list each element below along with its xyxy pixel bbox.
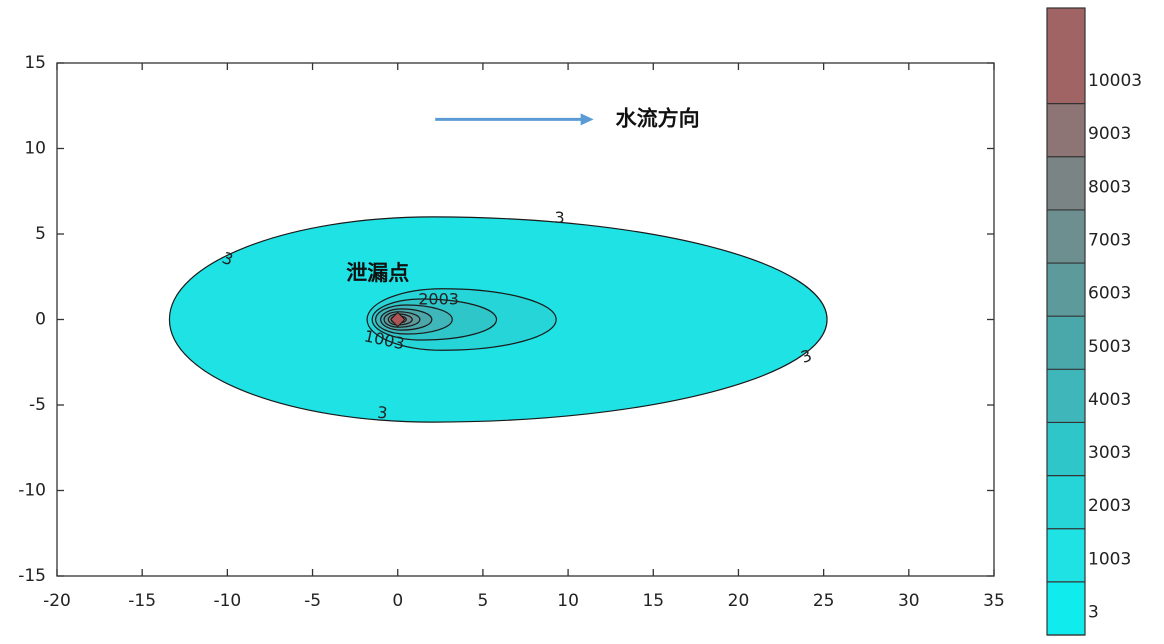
colorbar-label: 3003 bbox=[1088, 443, 1131, 463]
colorbar-label: 7003 bbox=[1088, 230, 1131, 250]
x-tick-label: 30 bbox=[898, 591, 920, 611]
x-tick-label: 15 bbox=[642, 591, 664, 611]
leak-point-label: 泄漏点 bbox=[346, 261, 409, 285]
contour-label-3-bottom: 3 bbox=[377, 403, 389, 423]
colorbar-label: 5003 bbox=[1088, 337, 1131, 357]
x-tick-label: 35 bbox=[983, 591, 1005, 611]
colorbar-segment bbox=[1047, 263, 1085, 317]
x-tick-label: 20 bbox=[728, 591, 750, 611]
colorbar-segment bbox=[1047, 316, 1085, 370]
colorbar-segment bbox=[1047, 209, 1085, 264]
colorbar: 3 1003 2003 3003 4003 5003 6003 7003 8003 9003 100… bbox=[1046, 7, 1142, 636]
colorbar-label: 1003 bbox=[1088, 549, 1131, 569]
y-tick-label: -5 bbox=[29, 395, 46, 415]
colorbar-label: 2003 bbox=[1088, 496, 1131, 516]
x-tick-label: 25 bbox=[813, 591, 835, 611]
y-tick-label: 15 bbox=[24, 53, 46, 73]
colorbar-label: 10003 bbox=[1088, 71, 1142, 91]
x-ticks: -20 -15 -10 -5 0 5 10 15 20 25 30 35 bbox=[43, 63, 1005, 611]
y-ticks: 15 10 5 0 -5 -10 -15 bbox=[18, 53, 994, 586]
flow-arrow-head bbox=[580, 113, 594, 126]
colorbar-segment bbox=[1047, 581, 1085, 635]
leak-point-marker bbox=[390, 311, 406, 328]
x-tick-label: -5 bbox=[304, 591, 321, 611]
colorbar-segment bbox=[1047, 8, 1085, 104]
colorbar-label: 8003 bbox=[1088, 177, 1131, 197]
contour-label-3-right: 3 bbox=[798, 346, 814, 367]
colorbar-segment bbox=[1047, 422, 1085, 476]
y-tick-label: 5 bbox=[35, 224, 46, 244]
x-tick-label: 0 bbox=[392, 591, 403, 611]
contour-label-3-top: 3 bbox=[554, 208, 564, 227]
x-tick-label: 10 bbox=[557, 591, 579, 611]
x-tick-label: 5 bbox=[477, 591, 488, 611]
x-tick-label: -10 bbox=[213, 591, 241, 611]
x-tick-label: -20 bbox=[43, 591, 71, 611]
y-tick-label: 10 bbox=[24, 139, 46, 159]
colorbar-segment bbox=[1047, 156, 1085, 210]
colorbar-segment bbox=[1047, 475, 1085, 529]
colorbar-segment bbox=[1047, 103, 1085, 157]
y-tick-label: 0 bbox=[35, 310, 46, 330]
y-tick-label: -10 bbox=[18, 481, 46, 501]
colorbar-label: 6003 bbox=[1088, 284, 1131, 304]
flow-direction-label: 水流方向 bbox=[616, 106, 700, 130]
colorbar-label: 4003 bbox=[1088, 390, 1131, 410]
contour-label-2003: 2003 bbox=[418, 289, 459, 308]
colorbar-segment bbox=[1047, 528, 1085, 582]
x-tick-label: -15 bbox=[128, 591, 156, 611]
colorbar-segment bbox=[1047, 369, 1085, 423]
y-tick-label: -15 bbox=[18, 566, 46, 586]
colorbar-label: 9003 bbox=[1088, 124, 1131, 144]
colorbar-label: 3 bbox=[1088, 602, 1099, 622]
